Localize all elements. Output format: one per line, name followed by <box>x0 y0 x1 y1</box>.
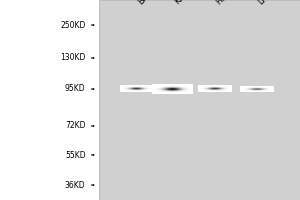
Text: 250KD: 250KD <box>60 21 85 29</box>
Bar <box>99 0 300 200</box>
Text: 95KD: 95KD <box>65 84 85 93</box>
Text: Heart: Heart <box>214 0 237 6</box>
Text: 72KD: 72KD <box>65 121 85 130</box>
Text: 36KD: 36KD <box>65 180 85 190</box>
Text: Kidney: Kidney <box>172 0 198 6</box>
Text: Brain: Brain <box>136 0 158 6</box>
Text: 55KD: 55KD <box>65 150 85 160</box>
Text: 130KD: 130KD <box>60 53 85 62</box>
Text: Liver: Liver <box>256 0 277 6</box>
